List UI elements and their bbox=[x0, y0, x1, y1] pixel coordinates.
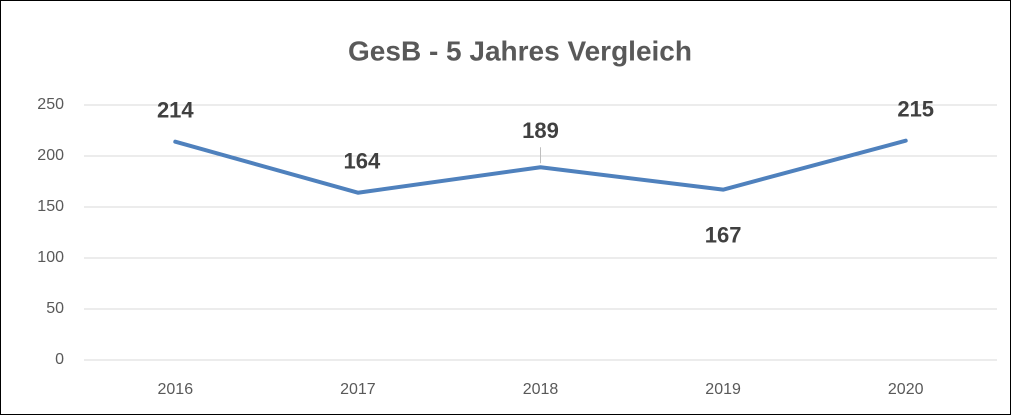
data-label: 167 bbox=[705, 222, 742, 247]
data-label: 164 bbox=[344, 149, 381, 174]
y-tick-label: 0 bbox=[55, 351, 64, 368]
data-label: 214 bbox=[157, 98, 194, 123]
data-label: 215 bbox=[897, 97, 934, 122]
x-tick-label: 2018 bbox=[523, 381, 559, 398]
y-tick-label: 150 bbox=[37, 198, 64, 215]
x-tick-label: 2017 bbox=[340, 381, 376, 398]
x-tick-label: 2019 bbox=[705, 381, 741, 398]
y-tick-label: 100 bbox=[37, 249, 64, 266]
x-tick-label: 2020 bbox=[888, 381, 924, 398]
y-tick-label: 50 bbox=[46, 300, 64, 317]
x-tick-label: 2016 bbox=[158, 381, 194, 398]
y-tick-label: 250 bbox=[37, 96, 64, 113]
data-line bbox=[173, 138, 908, 195]
data-label: 189 bbox=[522, 118, 559, 143]
y-tick-label: 200 bbox=[37, 147, 64, 164]
chart-title: GesB - 5 Jahres Vergleich bbox=[348, 35, 692, 66]
